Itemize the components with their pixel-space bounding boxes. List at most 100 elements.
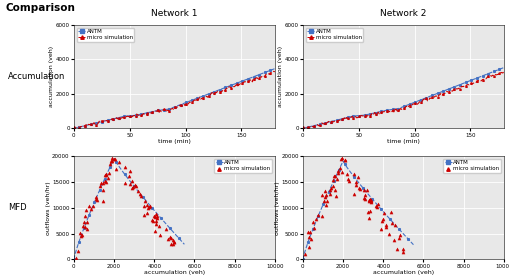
Point xyxy=(142,199,150,204)
Point xyxy=(305,234,313,239)
Point xyxy=(146,203,154,208)
Point xyxy=(321,195,329,200)
Point xyxy=(306,230,315,235)
Point xyxy=(169,240,178,244)
Point xyxy=(152,212,160,216)
Point xyxy=(372,204,380,209)
Point xyxy=(98,199,106,203)
Point xyxy=(169,242,178,247)
Point xyxy=(167,236,175,240)
Point xyxy=(126,169,134,173)
Point xyxy=(365,199,373,204)
Point xyxy=(391,223,399,227)
Point xyxy=(99,181,107,185)
Point xyxy=(129,185,137,189)
Y-axis label: accumulation (veh): accumulation (veh) xyxy=(278,46,284,107)
Point xyxy=(333,177,341,182)
Point xyxy=(115,160,123,164)
Point xyxy=(320,199,328,204)
Point xyxy=(102,171,110,176)
Point xyxy=(128,179,136,183)
Point xyxy=(366,197,374,201)
Point xyxy=(110,156,119,161)
Point xyxy=(337,170,346,175)
Text: Accumulation: Accumulation xyxy=(8,72,65,81)
Point xyxy=(360,197,369,201)
Point xyxy=(81,225,89,229)
Y-axis label: accumulation (veh): accumulation (veh) xyxy=(49,46,54,107)
Point xyxy=(108,155,116,160)
Point xyxy=(107,159,115,163)
Point xyxy=(145,205,153,209)
Point xyxy=(152,222,160,226)
Point xyxy=(105,171,114,175)
Point xyxy=(318,214,326,219)
Point xyxy=(76,231,84,236)
Point xyxy=(329,184,337,189)
Text: Network 1: Network 1 xyxy=(151,9,197,18)
Point xyxy=(136,192,144,196)
Legend: ANTM, micro simulation: ANTM, micro simulation xyxy=(214,159,272,173)
Point xyxy=(361,193,369,197)
Point xyxy=(92,195,100,199)
Point xyxy=(359,188,367,192)
Point xyxy=(128,186,136,190)
Point xyxy=(399,250,407,255)
Point xyxy=(334,169,342,173)
Point xyxy=(378,219,386,223)
Point xyxy=(326,186,334,190)
Point xyxy=(77,234,85,238)
Point xyxy=(377,227,385,232)
Point xyxy=(305,245,313,249)
Point xyxy=(355,185,363,190)
Point xyxy=(345,179,353,183)
Point xyxy=(102,173,110,177)
Point xyxy=(81,214,90,219)
Point xyxy=(354,174,362,179)
Point xyxy=(74,249,82,253)
Point xyxy=(149,218,157,223)
Point xyxy=(143,203,151,208)
Point xyxy=(82,208,91,213)
Point xyxy=(106,162,114,166)
Point xyxy=(143,211,151,216)
Legend: ANTM, micro simulation: ANTM, micro simulation xyxy=(76,28,134,42)
Point xyxy=(363,188,372,192)
Point xyxy=(170,240,178,244)
Point xyxy=(367,200,375,204)
Point xyxy=(303,230,312,235)
Point xyxy=(314,213,322,218)
Point xyxy=(352,183,360,187)
Point xyxy=(82,227,91,231)
Point xyxy=(83,220,91,225)
Point xyxy=(336,165,344,170)
Point xyxy=(382,223,390,227)
Point xyxy=(131,183,139,187)
Point xyxy=(388,221,396,225)
Point xyxy=(367,199,376,203)
Point xyxy=(152,219,160,224)
Point xyxy=(365,216,374,221)
Point xyxy=(108,159,116,163)
Point xyxy=(340,151,348,155)
Point xyxy=(140,204,149,209)
Point xyxy=(334,171,342,176)
Point xyxy=(343,171,351,176)
Point xyxy=(137,194,145,198)
Point xyxy=(399,247,407,251)
Point xyxy=(301,252,309,257)
Point xyxy=(97,181,105,185)
Point xyxy=(379,217,387,222)
Point xyxy=(165,235,174,239)
Point xyxy=(126,182,134,187)
Point xyxy=(331,193,340,198)
Text: MFD: MFD xyxy=(8,203,26,212)
X-axis label: time (min): time (min) xyxy=(158,139,191,144)
Point xyxy=(89,204,97,208)
Point xyxy=(330,188,338,192)
Point xyxy=(164,237,172,241)
Point xyxy=(318,193,326,197)
Legend: ANTM, micro simulation: ANTM, micro simulation xyxy=(443,159,501,173)
Point xyxy=(78,233,87,238)
Point xyxy=(387,210,395,215)
